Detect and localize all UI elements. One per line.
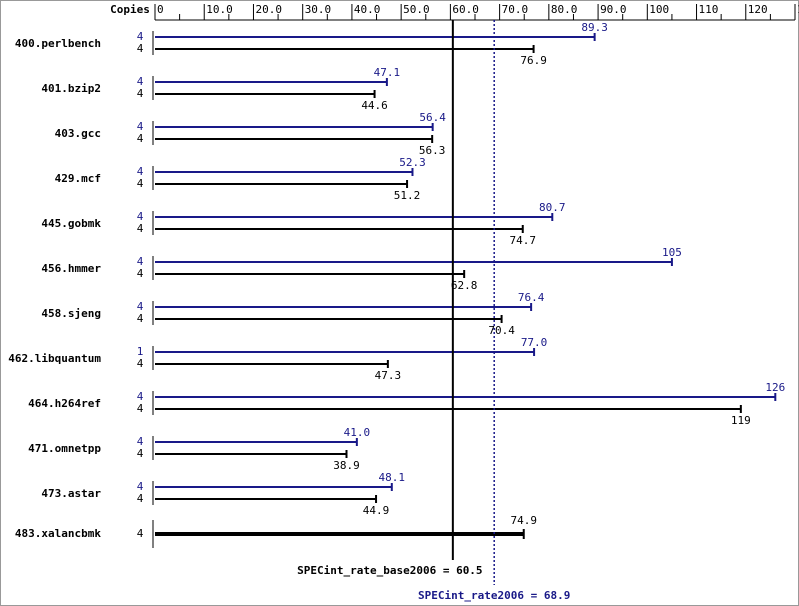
benchmark-label: 471.omnetpp (28, 442, 101, 455)
x-tick-label: 100 (649, 3, 669, 16)
x-tick-label: 50.0 (403, 3, 430, 16)
copies: 4 (137, 177, 144, 190)
copies: 4 (137, 402, 144, 415)
x-tick-label: 90.0 (600, 3, 627, 16)
benchmark-label: 483.xalancbmk (15, 527, 101, 540)
copies: 4 (137, 75, 144, 88)
value-label: 48.1 (379, 471, 406, 484)
benchmark-label: 458.sjeng (41, 307, 101, 320)
benchmark-label: 400.perlbench (15, 37, 101, 50)
reference-label: SPECint_rate_base2006 = 60.5 (297, 564, 482, 577)
reference-label: SPECint_rate2006 = 68.9 (418, 589, 570, 602)
value-label: 70.4 (488, 324, 515, 337)
copies: 1 (137, 345, 144, 358)
value-label: 105 (662, 246, 682, 259)
copies: 4 (137, 267, 144, 280)
copies: 4 (137, 357, 144, 370)
value-label: 62.8 (451, 279, 478, 292)
benchmark-label: 445.gobmk (41, 217, 101, 230)
copies: 4 (137, 447, 144, 460)
value-label: 76.9 (520, 54, 547, 67)
benchmark-label: 462.libquantum (8, 352, 101, 365)
copies: 4 (137, 435, 144, 448)
value-label: 47.1 (374, 66, 401, 79)
benchmark-label: 401.bzip2 (41, 82, 101, 95)
copies: 4 (137, 527, 144, 540)
copies: 4 (137, 87, 144, 100)
x-tick-label: 0 (157, 3, 164, 16)
benchmark-label: 464.h264ref (28, 397, 101, 410)
copies: 4 (137, 300, 144, 313)
x-tick-label: 130 (797, 3, 799, 16)
copies: 4 (137, 132, 144, 145)
copies: 4 (137, 492, 144, 505)
value-label: 74.9 (510, 514, 537, 527)
value-label: 76.4 (518, 291, 545, 304)
value-label: 89.3 (581, 21, 608, 34)
x-tick-label: 60.0 (452, 3, 479, 16)
copies: 4 (137, 222, 144, 235)
x-tick-label: 80.0 (551, 3, 578, 16)
value-label: 38.9 (333, 459, 360, 472)
benchmark-label: 403.gcc (55, 127, 101, 140)
value-label: 77.0 (521, 336, 548, 349)
copies: 4 (137, 30, 144, 43)
copies: 4 (137, 312, 144, 325)
benchmark-label: 456.hmmer (41, 262, 101, 275)
x-tick-label: 70.0 (502, 3, 528, 16)
value-label: 56.3 (419, 144, 446, 157)
value-label: 41.0 (344, 426, 371, 439)
copies: 4 (137, 255, 144, 268)
value-label: 126 (765, 381, 785, 394)
copies: 4 (137, 165, 144, 178)
x-tick-label: 10.0 (206, 3, 233, 16)
value-label: 52.3 (399, 156, 426, 169)
copies: 4 (137, 120, 144, 133)
x-tick-label: 20.0 (255, 3, 282, 16)
copies: 4 (137, 210, 144, 223)
value-label: 44.9 (363, 504, 390, 517)
value-label: 51.2 (394, 189, 421, 202)
copies: 4 (137, 390, 144, 403)
benchmark-label: 429.mcf (55, 172, 101, 185)
copies: 4 (137, 42, 144, 55)
x-tick-label: 30.0 (305, 3, 332, 16)
copies: 4 (137, 480, 144, 493)
x-tick-label: 120 (748, 3, 768, 16)
x-tick-label: 110 (699, 3, 719, 16)
value-label: 74.7 (510, 234, 537, 247)
value-label: 80.7 (539, 201, 566, 214)
value-label: 47.3 (375, 369, 402, 382)
value-label: 119 (731, 414, 751, 427)
value-label: 44.6 (361, 99, 388, 112)
benchmark-label: 473.astar (41, 487, 101, 500)
x-tick-label: 40.0 (354, 3, 381, 16)
copies-header: Copies (110, 3, 150, 16)
value-label: 56.4 (419, 111, 446, 124)
